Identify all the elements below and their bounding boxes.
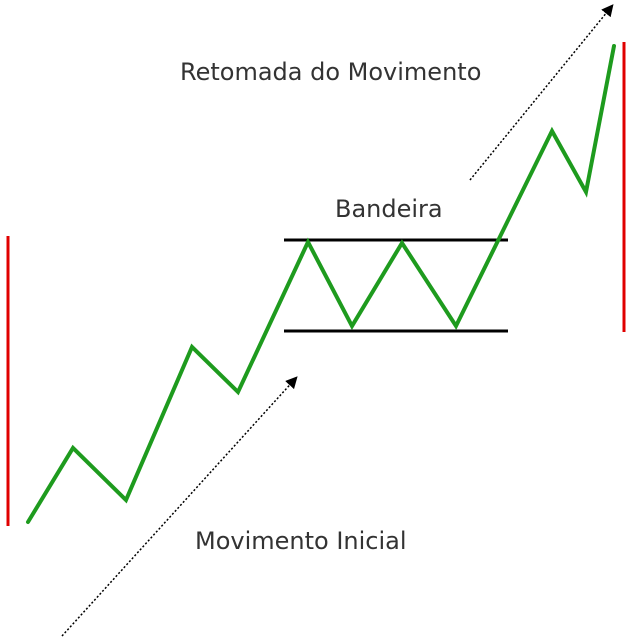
flag-label: Bandeira [335,195,443,223]
resumption-arrow [469,4,614,181]
initial-move-arrow [61,376,298,637]
price-line [26,44,616,524]
resumption-label: Retomada do Movimento [180,58,481,86]
initial-move-label: Movimento Inicial [195,527,407,555]
